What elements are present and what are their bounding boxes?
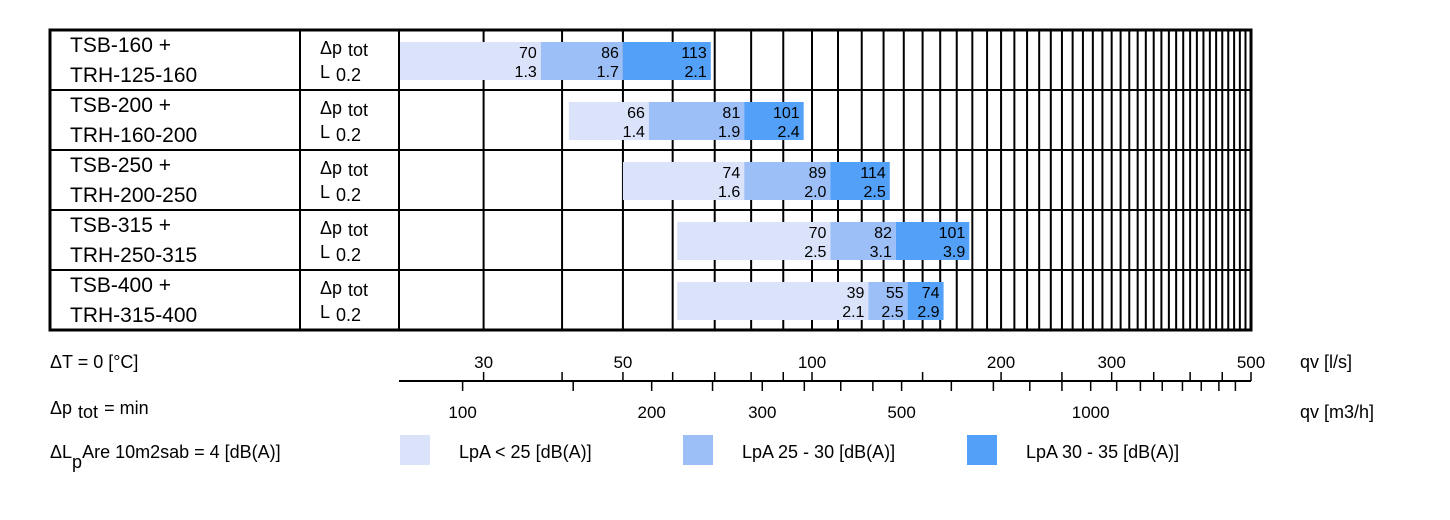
row-l-label: L 0.2 <box>320 302 361 325</box>
bar-segment <box>568 102 649 140</box>
bar-segment <box>399 42 541 80</box>
bar-dp-label: 114 <box>860 165 886 182</box>
bar-segment <box>622 42 711 80</box>
bar-segment <box>830 222 896 260</box>
row-l-label: L 0.2 <box>320 122 361 145</box>
ls-axis-label: qv [l/s] <box>1300 352 1352 372</box>
bar-l-label: 2.1 <box>842 304 864 321</box>
bar-l-label: 2.9 <box>917 304 939 321</box>
bar-l-label: 3.9 <box>943 244 965 261</box>
ls-tick-label: 200 <box>987 353 1015 372</box>
m3h-tick-label: 200 <box>637 403 665 422</box>
row-name-line2: TRH-200-250 <box>70 184 197 207</box>
legend-swatch-high <box>967 435 997 465</box>
chart-grid <box>482 30 1247 330</box>
legend-label-mid: LpA 25 - 30 [dB(A)] <box>742 442 895 462</box>
legend-label-low: LpA < 25 [dB(A)] <box>459 442 592 462</box>
dp-condition: Δp tot = min <box>50 398 149 422</box>
bar-l-label: 1.9 <box>718 124 740 141</box>
bar-l-label: 1.3 <box>515 64 537 81</box>
bar-dp-label: 74 <box>722 165 740 182</box>
delta-t-condition: ΔT = 0 [°C] <box>50 352 138 372</box>
bar-segment <box>744 162 831 200</box>
bar-l-label: 2.1 <box>685 64 707 81</box>
bar-segment <box>830 162 890 200</box>
row-dp-label: Δp tot <box>320 98 368 120</box>
row-dp-label: Δp tot <box>320 158 368 180</box>
bar-segment <box>677 222 831 260</box>
bar-l-label: 2.0 <box>804 184 826 201</box>
legend: LpA < 25 [dB(A)] LpA 25 - 30 [dB(A)] LpA… <box>400 435 1179 465</box>
bar-l-label: 2.5 <box>881 304 903 321</box>
bar-dp-label: 113 <box>681 45 707 62</box>
bar-dp-label: 66 <box>627 105 645 122</box>
bar-dp-label: 89 <box>809 165 827 182</box>
bar-dp-label: 82 <box>874 225 892 242</box>
ls-tick-label: 500 <box>1237 353 1265 372</box>
row-dp-label: Δp tot <box>320 278 368 300</box>
row-name-line1: TSB-160 + <box>70 34 171 57</box>
row-name-line2: TRH-250-315 <box>70 244 197 267</box>
bar-segment <box>744 102 804 140</box>
bar-segment <box>648 102 745 140</box>
row-name-line2: TRH-125-160 <box>70 64 197 87</box>
x-axes: 30 50 100 200 300 500 100 200 300 500 1000 <box>399 353 1265 422</box>
row-name-line1: TSB-400 + <box>70 274 171 297</box>
bar-segment <box>622 162 745 200</box>
bar-segment <box>677 282 869 320</box>
bar-dp-label: 86 <box>601 45 619 62</box>
row-dp-label: Δp tot <box>320 218 368 240</box>
bar-l-label: 1.7 <box>597 64 619 81</box>
bar-dp-label: 101 <box>939 225 966 242</box>
chart-border <box>48 28 1253 332</box>
chart-frame <box>48 28 1253 332</box>
legend-label-high: LpA 30 - 35 [dB(A)] <box>1026 442 1179 462</box>
row-name-line2: TRH-160-200 <box>70 124 197 147</box>
m3h-tick-label: 500 <box>887 403 915 422</box>
bar-l-label: 2.5 <box>804 244 826 261</box>
row-name-line1: TSB-250 + <box>70 154 171 177</box>
bar-dp-label: 39 <box>847 285 865 302</box>
row-l-label: L 0.2 <box>320 62 361 85</box>
m3h-axis-label: qv [m3/h] <box>1300 402 1374 422</box>
bar-dp-label: 81 <box>722 105 740 122</box>
bar-segment <box>540 42 623 80</box>
bar-dp-label: 74 <box>922 285 940 302</box>
ls-tick-label: 300 <box>1097 353 1125 372</box>
m3h-tick-label: 300 <box>748 403 776 422</box>
bar-l-label: 1.6 <box>718 184 740 201</box>
ls-tick-label: 100 <box>798 353 826 372</box>
dl-condition: ΔLpAre 10m2sab = 4 [dB(A)] <box>50 442 281 472</box>
row-dp-label: Δp tot <box>320 38 368 60</box>
row-name-line1: TSB-200 + <box>70 94 171 117</box>
chart-bars: 70 1.3 86 1.7 113 2.1 66 1.4 81 1.9 101 2.4 74 1.6 89 2… <box>399 42 970 321</box>
bar-segment <box>868 282 908 320</box>
row-l-label: L 0.2 <box>320 182 361 205</box>
legend-swatch-mid <box>683 435 713 465</box>
row-name-line2: TRH-315-400 <box>70 304 197 327</box>
ls-tick-label: 50 <box>613 353 632 372</box>
bar-l-label: 2.5 <box>864 184 886 201</box>
bar-l-label: 1.4 <box>623 124 645 141</box>
row-name-line1: TSB-315 + <box>70 214 171 237</box>
ls-tick-label: 30 <box>474 353 493 372</box>
m3h-tick-label: 100 <box>448 403 476 422</box>
bar-segment <box>895 222 970 260</box>
bar-dp-label: 70 <box>519 45 537 62</box>
legend-swatch-low <box>400 435 430 465</box>
bar-dp-label: 101 <box>773 105 800 122</box>
row-l-label: L 0.2 <box>320 242 361 265</box>
bar-segment <box>907 282 944 320</box>
bar-l-label: 3.1 <box>870 244 892 261</box>
bar-dp-label: 55 <box>886 285 904 302</box>
bar-l-label: 2.4 <box>777 124 799 141</box>
m3h-tick-label: 1000 <box>1072 403 1110 422</box>
bar-dp-label: 70 <box>809 225 827 242</box>
